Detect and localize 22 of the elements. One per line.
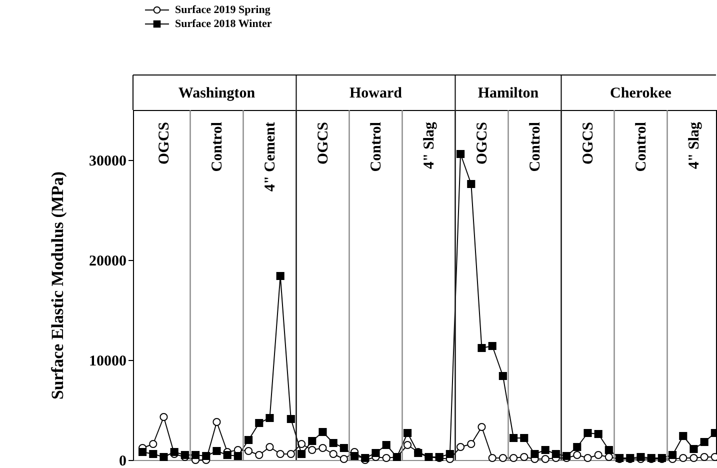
y-tick-label: 10000	[89, 354, 126, 370]
y-tick-label: 0	[119, 454, 126, 468]
text: Cherokee	[610, 86, 672, 102]
text: Howard	[349, 86, 403, 102]
annotation: Control	[368, 122, 385, 172]
annotation: Control	[634, 122, 650, 172]
legend-label: Surface 2019 Spring	[175, 4, 271, 16]
annotation: 4" Slag	[422, 122, 438, 170]
annotation: Control	[528, 122, 544, 172]
annotation: OGCS	[474, 122, 491, 165]
legend-label: Surface 2018 Winter	[175, 18, 272, 30]
text: Washington	[178, 86, 256, 102]
annotation: Control	[210, 122, 226, 172]
annotation: OGCS	[316, 122, 332, 165]
text: Hamilton	[478, 86, 540, 102]
annotation: OGCS	[580, 122, 597, 165]
annotation: 4" Cement	[262, 122, 279, 192]
annotation: 4" Slag	[686, 122, 703, 170]
y-axis-title: Surface Elastic Modulus (MPa)	[48, 171, 67, 400]
y-tick-label: 30000	[89, 154, 126, 170]
y-tick-label: 20000	[89, 254, 126, 270]
annotation: OGCS	[156, 122, 173, 165]
